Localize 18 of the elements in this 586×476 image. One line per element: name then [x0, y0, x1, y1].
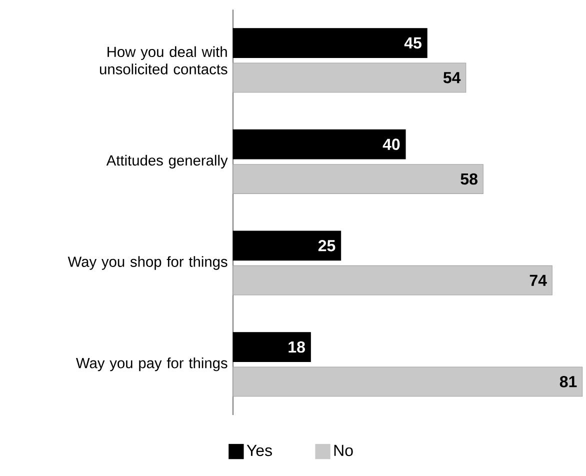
data-label: 54 [443, 72, 461, 84]
data-label: 25 [318, 240, 336, 252]
bar [232, 265, 552, 296]
data-label: 45 [404, 37, 422, 49]
y-tick-label: Way you pay for things [76, 358, 228, 372]
y-tick-label: Way you shop for things [68, 256, 228, 270]
data-label: 40 [382, 138, 400, 150]
y-tick-label: How you deal with unsolicited contacts [100, 46, 228, 74]
bar [232, 62, 466, 93]
data-label: 18 [288, 341, 305, 353]
data-label: 81 [560, 376, 577, 388]
legend-label: No [334, 444, 353, 456]
bar [232, 164, 484, 194]
bar [232, 366, 583, 397]
legend-label: Yes [246, 444, 272, 456]
y-tick-label: Attitudes generally [106, 154, 228, 168]
data-label: 74 [530, 274, 547, 286]
data-label: 58 [460, 173, 478, 185]
